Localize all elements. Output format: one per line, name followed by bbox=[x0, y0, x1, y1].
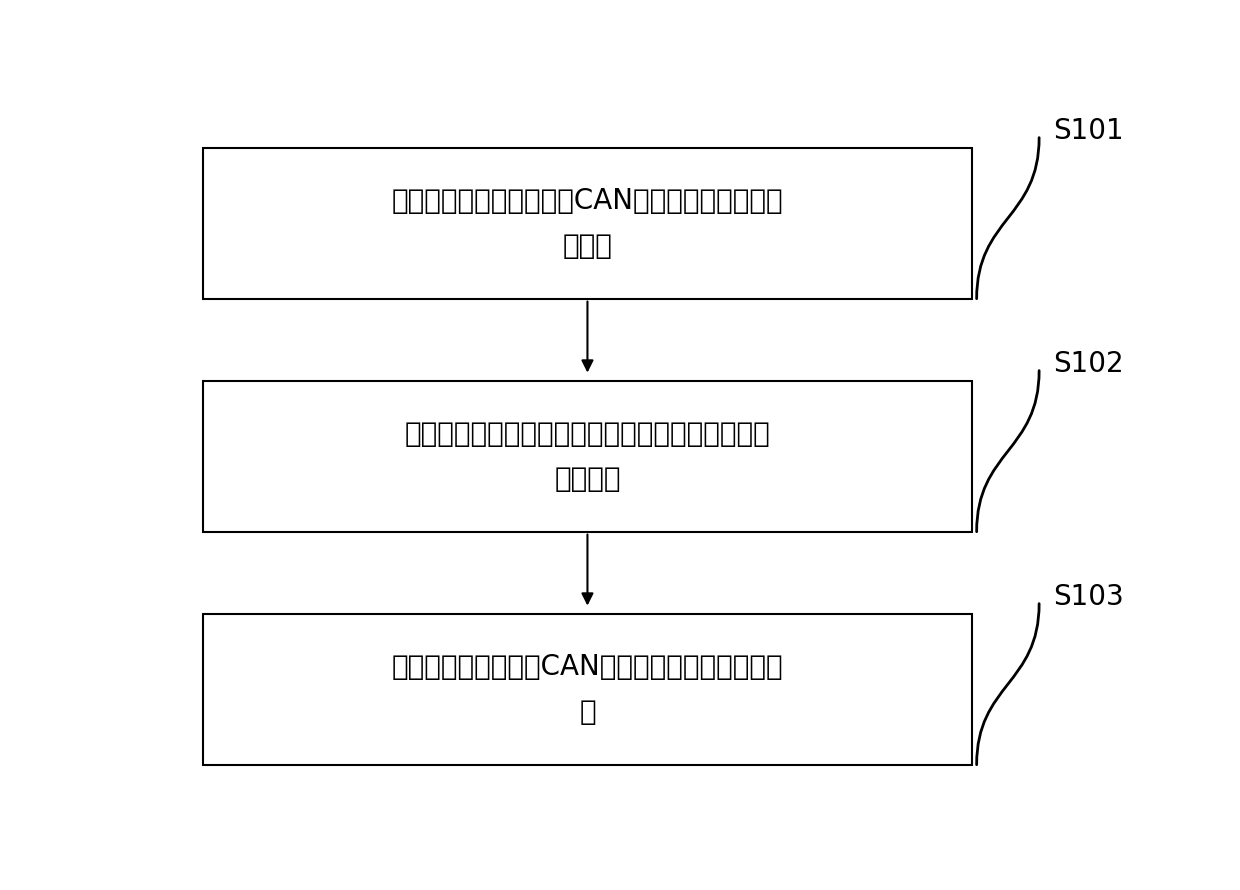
Bar bbox=[203, 381, 972, 531]
Text: S102: S102 bbox=[1054, 350, 1125, 377]
Text: S103: S103 bbox=[1054, 583, 1125, 611]
Text: 判断所述多个节点的报文数据是否均包括睡眠响应
置位标识: 判断所述多个节点的报文数据是否均包括睡眠响应 置位标识 bbox=[404, 419, 770, 493]
Bar bbox=[203, 148, 972, 299]
Text: 如果否，则记录第一CAN网段中对应节点的报文数
据: 如果否，则记录第一CAN网段中对应节点的报文数 据 bbox=[392, 652, 784, 726]
Text: 在车辆下电时，监测第一CAN网段中多个节点的报
文数据: 在车辆下电时，监测第一CAN网段中多个节点的报 文数据 bbox=[392, 187, 784, 260]
Bar bbox=[203, 614, 972, 765]
Text: S101: S101 bbox=[1054, 117, 1125, 145]
